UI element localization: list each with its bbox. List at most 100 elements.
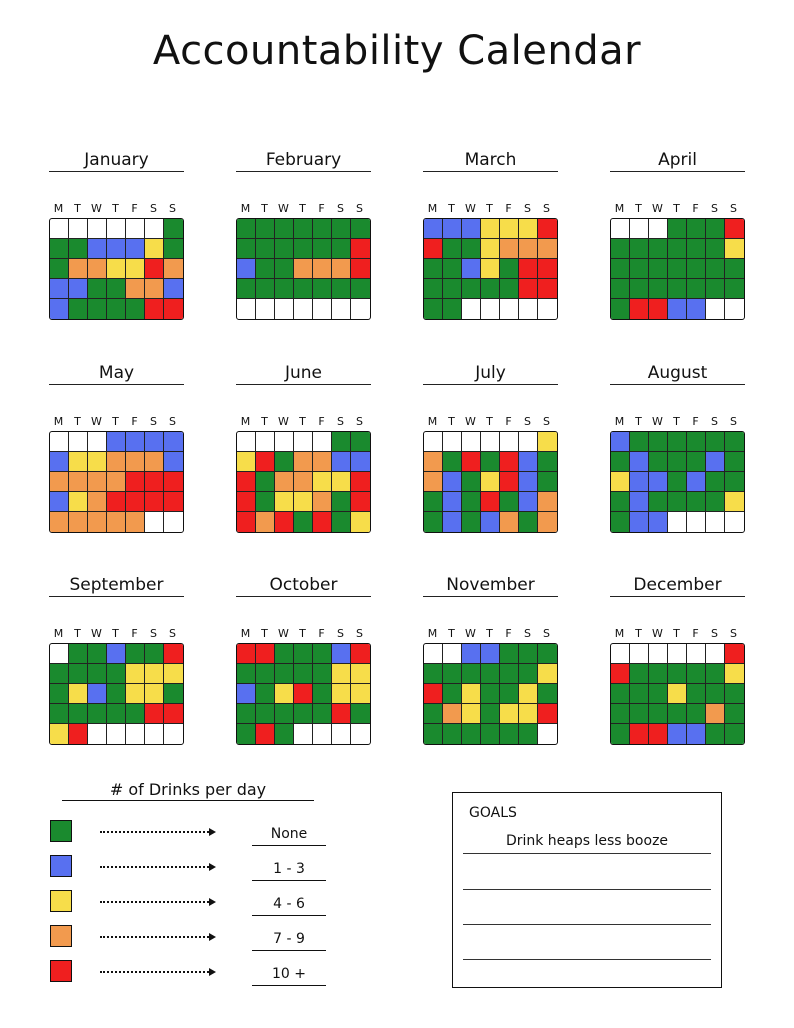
day-cell[interactable] <box>69 704 88 724</box>
day-cell[interactable] <box>481 239 500 259</box>
day-cell[interactable] <box>481 664 500 684</box>
day-cell[interactable] <box>649 259 668 279</box>
day-cell[interactable] <box>481 472 500 492</box>
day-cell[interactable] <box>69 452 88 472</box>
day-cell[interactable] <box>500 684 519 704</box>
day-cell[interactable] <box>126 452 145 472</box>
day-cell[interactable] <box>107 704 126 724</box>
day-cell[interactable] <box>630 432 649 452</box>
day-cell[interactable] <box>332 219 351 239</box>
day-cell[interactable] <box>88 472 107 492</box>
day-cell[interactable] <box>351 644 370 664</box>
day-cell[interactable] <box>611 279 630 299</box>
day-cell[interactable] <box>649 239 668 259</box>
day-cell-empty[interactable] <box>294 724 313 744</box>
day-cell[interactable] <box>351 452 370 472</box>
day-cell[interactable] <box>275 239 294 259</box>
day-cell[interactable] <box>237 279 256 299</box>
day-cell[interactable] <box>107 279 126 299</box>
day-cell[interactable] <box>275 279 294 299</box>
day-cell[interactable] <box>443 664 462 684</box>
day-cell[interactable] <box>256 684 275 704</box>
day-cell[interactable] <box>351 239 370 259</box>
day-cell[interactable] <box>687 219 706 239</box>
day-cell[interactable] <box>50 259 69 279</box>
day-cell[interactable] <box>256 452 275 472</box>
day-cell[interactable] <box>725 432 744 452</box>
day-cell-empty[interactable] <box>630 219 649 239</box>
day-cell[interactable] <box>611 704 630 724</box>
day-cell[interactable] <box>164 492 183 512</box>
day-cell[interactable] <box>519 512 538 532</box>
day-cell[interactable] <box>294 472 313 492</box>
day-cell[interactable] <box>424 704 443 724</box>
day-cell-empty[interactable] <box>649 644 668 664</box>
day-cell[interactable] <box>668 724 687 744</box>
day-cell-empty[interactable] <box>351 724 370 744</box>
day-cell[interactable] <box>424 279 443 299</box>
day-cell[interactable] <box>50 472 69 492</box>
day-cell[interactable] <box>519 684 538 704</box>
day-cell[interactable] <box>164 219 183 239</box>
day-cell[interactable] <box>256 259 275 279</box>
day-cell[interactable] <box>294 492 313 512</box>
day-cell-empty[interactable] <box>50 219 69 239</box>
day-cell[interactable] <box>630 684 649 704</box>
day-cell[interactable] <box>164 644 183 664</box>
day-cell[interactable] <box>313 279 332 299</box>
day-cell[interactable] <box>538 432 557 452</box>
day-cell[interactable] <box>538 279 557 299</box>
day-cell[interactable] <box>237 239 256 259</box>
day-cell[interactable] <box>294 259 313 279</box>
day-cell[interactable] <box>126 512 145 532</box>
day-cell[interactable] <box>69 299 88 319</box>
day-cell[interactable] <box>313 704 332 724</box>
day-cell[interactable] <box>275 724 294 744</box>
day-cell[interactable] <box>687 279 706 299</box>
day-cell[interactable] <box>294 452 313 472</box>
day-cell-empty[interactable] <box>88 724 107 744</box>
day-cell-empty[interactable] <box>275 432 294 452</box>
day-cell[interactable] <box>519 452 538 472</box>
day-cell[interactable] <box>126 259 145 279</box>
day-cell[interactable] <box>424 512 443 532</box>
day-cell[interactable] <box>611 299 630 319</box>
day-cell[interactable] <box>687 684 706 704</box>
day-cell[interactable] <box>256 512 275 532</box>
day-cell[interactable] <box>630 492 649 512</box>
day-cell-empty[interactable] <box>145 219 164 239</box>
day-cell-empty[interactable] <box>519 432 538 452</box>
day-cell[interactable] <box>500 452 519 472</box>
day-cell[interactable] <box>256 664 275 684</box>
day-cell[interactable] <box>50 512 69 532</box>
day-cell-empty[interactable] <box>351 299 370 319</box>
day-cell[interactable] <box>237 259 256 279</box>
day-cell[interactable] <box>706 664 725 684</box>
day-cell[interactable] <box>107 299 126 319</box>
day-cell[interactable] <box>164 259 183 279</box>
day-cell[interactable] <box>88 492 107 512</box>
day-cell[interactable] <box>88 259 107 279</box>
day-cell[interactable] <box>668 299 687 319</box>
day-cell[interactable] <box>50 724 69 744</box>
day-cell-empty[interactable] <box>481 299 500 319</box>
day-cell[interactable] <box>69 239 88 259</box>
day-cell[interactable] <box>126 664 145 684</box>
day-cell-empty[interactable] <box>332 299 351 319</box>
day-cell[interactable] <box>164 472 183 492</box>
day-cell[interactable] <box>500 664 519 684</box>
day-cell[interactable] <box>107 684 126 704</box>
day-cell[interactable] <box>69 724 88 744</box>
day-cell[interactable] <box>649 452 668 472</box>
day-cell[interactable] <box>294 239 313 259</box>
day-cell[interactable] <box>313 512 332 532</box>
day-cell[interactable] <box>69 259 88 279</box>
day-cell[interactable] <box>294 664 313 684</box>
day-cell[interactable] <box>237 512 256 532</box>
day-cell[interactable] <box>50 684 69 704</box>
day-cell-empty[interactable] <box>668 512 687 532</box>
day-cell-empty[interactable] <box>88 432 107 452</box>
day-cell[interactable] <box>706 684 725 704</box>
day-cell[interactable] <box>332 472 351 492</box>
day-cell[interactable] <box>500 724 519 744</box>
